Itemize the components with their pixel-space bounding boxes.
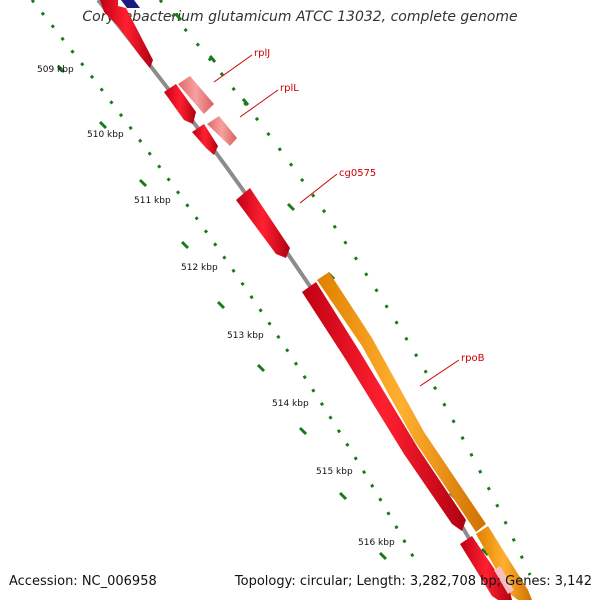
gene-label-rplL[interactable]: rplL [280,83,299,94]
gene-red-mid [192,124,218,155]
kbp-label-510: 510 kbp [87,130,124,140]
gene-label-cg0575[interactable]: cg0575 [339,168,376,179]
gene-label-rplJ[interactable]: rplJ [254,48,270,59]
kbp-label-512: 512 kbp [181,263,218,273]
gene-label-rpoB[interactable]: rpoB [461,353,485,364]
gene-cg0575 [236,188,290,258]
kbp-label-509: 509 kbp [37,65,74,75]
gene-rpoB-orange [317,272,486,532]
outer-tick-track [158,0,532,576]
gene-red-bottom [460,536,512,600]
gene-red-left [164,84,196,124]
leader-lines [213,54,460,387]
gene-pink-bottom [494,566,514,594]
gene-orange-bottom [476,526,532,600]
accession-text: Accession: NC_006958 [9,574,157,589]
kbp-label-513: 513 kbp [227,331,264,341]
gene-rplJ [178,76,214,114]
map-title: Corynebacterium glutamicum ATCC 13032, c… [82,9,518,25]
gene-red-top [100,0,153,68]
kbp-label-515: 515 kbp [316,467,353,477]
gene-rplL [207,116,237,146]
kbp-label-514: 514 kbp [272,399,309,409]
gene-red-long [302,282,466,531]
inner-tick-track [30,0,417,561]
gene-navy [121,0,140,8]
genome-summary-text: Topology: circular; Length: 3,282,708 bp… [234,574,592,589]
kbp-label-516: 516 kbp [358,538,395,548]
kbp-label-511: 511 kbp [134,196,171,206]
